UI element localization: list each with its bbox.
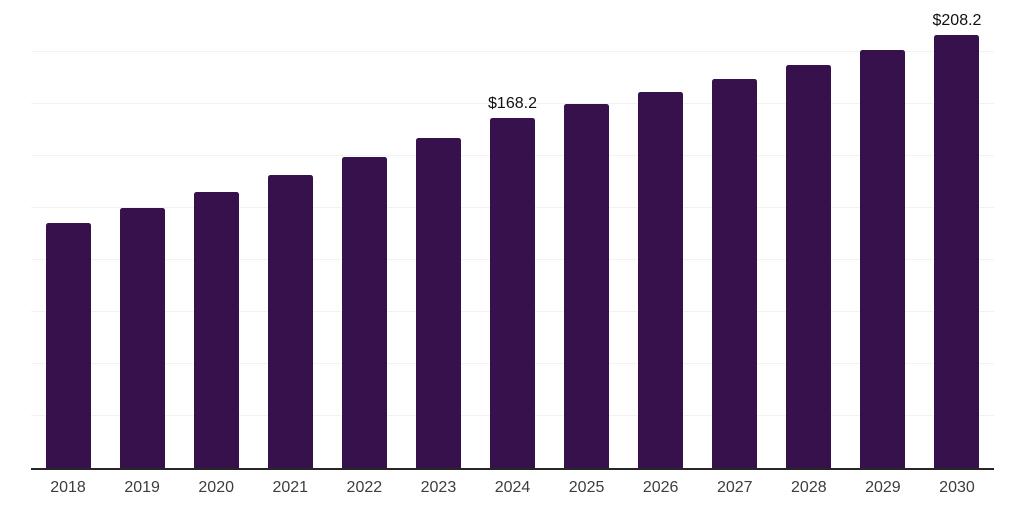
x-label-column-2021: 2021: [253, 470, 327, 512]
x-axis-labels: 2018 2019 2020 2021 2022 2023 2024 2025 2026 2027…: [31, 470, 994, 512]
bar-2020[interactable]: [193, 191, 239, 468]
x-tick-label-2026: 2026: [642, 479, 679, 496]
x-label-column-2020: 2020: [179, 470, 253, 512]
x-tick-label-2027: 2027: [716, 479, 753, 496]
bar-column-2029: [846, 0, 920, 468]
bar-column-2027: [698, 0, 772, 468]
x-axis-line: [31, 468, 994, 470]
value-label-2030: $208.2: [932, 11, 982, 29]
bar-2022[interactable]: [341, 156, 387, 468]
x-label-column-2022: 2022: [327, 470, 401, 512]
x-tick-label-2019: 2019: [124, 479, 160, 496]
bar-column-2025: [550, 0, 624, 468]
x-tick-label-2022: 2022: [346, 479, 383, 496]
x-tick-label-2024: 2024: [494, 479, 531, 496]
bar-2029[interactable]: [860, 50, 906, 468]
bar-2026[interactable]: [638, 92, 684, 468]
gridline-175: [31, 103, 994, 104]
x-tick-label-2018: 2018: [50, 479, 86, 496]
bar-column-2023: [401, 0, 475, 468]
bar-2027[interactable]: [712, 79, 758, 468]
x-tick-label-2028: 2028: [791, 479, 827, 496]
x-tick-label-2029: 2029: [865, 479, 901, 496]
x-tick-label-2023: 2023: [420, 479, 457, 496]
x-label-column-2023: 2023: [401, 470, 475, 512]
x-tick-label-2025: 2025: [568, 479, 605, 496]
x-tick-label-2020: 2020: [198, 479, 234, 496]
x-label-column-2030: 2030: [920, 470, 994, 512]
bar-2018[interactable]: [45, 223, 91, 468]
bar-2021[interactable]: [267, 174, 313, 468]
bar-column-2020: [179, 0, 253, 468]
bar-column-2024: $168.2: [475, 0, 549, 468]
x-label-column-2026: 2026: [624, 470, 698, 512]
bar-2028[interactable]: [786, 64, 832, 468]
x-label-column-2025: 2025: [550, 470, 624, 512]
plot-area: $168.2 $208.2: [31, 0, 994, 470]
bar-2019[interactable]: [119, 207, 165, 468]
x-label-column-2027: 2027: [698, 470, 772, 512]
x-tick-label-2030: 2030: [939, 479, 975, 496]
x-label-column-2029: 2029: [846, 470, 920, 512]
bar-column-2019: [105, 0, 179, 468]
gridline-200: [31, 51, 994, 52]
bar-column-2026: [624, 0, 698, 468]
bar-column-2030: $208.2: [920, 0, 994, 468]
x-label-column-2018: 2018: [31, 470, 105, 512]
bar-2023[interactable]: [415, 138, 461, 468]
bar-column-2018: [31, 0, 105, 468]
bars-row: $168.2 $208.2: [31, 0, 994, 468]
bar-2025[interactable]: [564, 104, 610, 468]
bar-column-2021: [253, 0, 327, 468]
x-label-column-2028: 2028: [772, 470, 846, 512]
bar-2030[interactable]: [934, 34, 980, 468]
bar-2024[interactable]: [490, 118, 535, 468]
bar-column-2028: [772, 0, 846, 468]
x-tick-label-2021: 2021: [272, 479, 309, 496]
x-label-column-2019: 2019: [105, 470, 179, 512]
x-label-column-2024: 2024: [475, 470, 549, 512]
value-label-2024: $168.2: [488, 95, 537, 113]
bar-column-2022: [327, 0, 401, 468]
